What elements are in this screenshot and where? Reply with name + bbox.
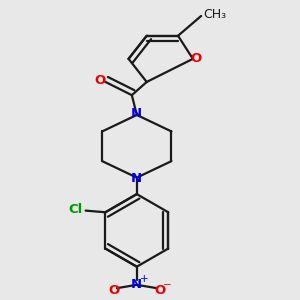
Text: N: N [131, 278, 142, 291]
Text: +: + [140, 274, 148, 284]
Text: O: O [154, 284, 166, 297]
Text: O: O [108, 284, 119, 297]
Text: O: O [190, 52, 201, 65]
Text: −: − [163, 280, 172, 290]
Text: N: N [131, 172, 142, 185]
Text: CH₃: CH₃ [203, 8, 226, 21]
Text: O: O [94, 74, 105, 87]
Text: Cl: Cl [68, 203, 82, 216]
Text: N: N [131, 107, 142, 120]
